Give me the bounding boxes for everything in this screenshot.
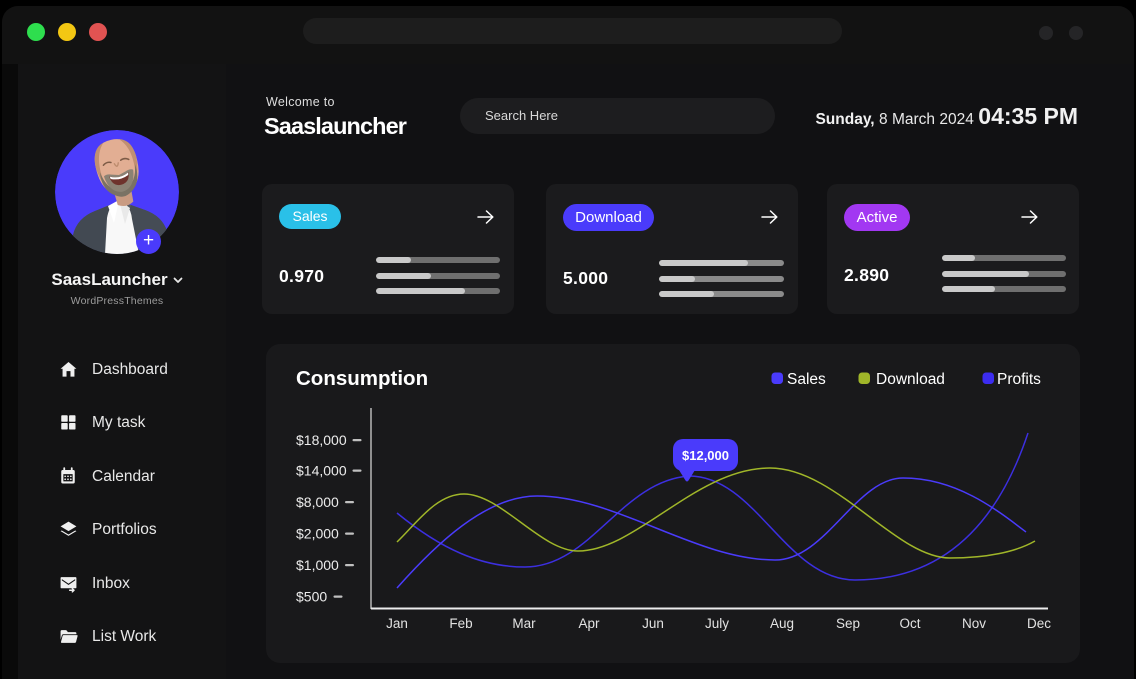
svg-text:Mar: Mar (512, 616, 536, 631)
svg-text:Oct: Oct (899, 616, 920, 631)
svg-text:$1,000: $1,000 (296, 557, 339, 573)
svg-text:Jan: Jan (386, 616, 408, 631)
svg-text:Dec: Dec (1027, 616, 1051, 631)
svg-text:Jun: Jun (642, 616, 664, 631)
svg-text:Aug: Aug (770, 616, 794, 631)
svg-text:Profits: Profits (997, 371, 1041, 388)
svg-text:$8,000: $8,000 (296, 494, 339, 510)
svg-text:Nov: Nov (962, 616, 986, 631)
svg-text:July: July (705, 616, 729, 631)
svg-text:Feb: Feb (449, 616, 472, 631)
svg-text:$12,000: $12,000 (682, 448, 729, 463)
svg-text:Sales: Sales (787, 371, 826, 388)
svg-text:$500: $500 (296, 589, 327, 605)
svg-text:Download: Download (876, 371, 945, 388)
svg-text:Consumption: Consumption (296, 367, 428, 390)
svg-text:Apr: Apr (578, 616, 600, 631)
svg-text:$18,000: $18,000 (296, 432, 347, 448)
svg-text:Sep: Sep (836, 616, 860, 631)
svg-text:$2,000: $2,000 (296, 526, 339, 542)
svg-text:$14,000: $14,000 (296, 463, 347, 479)
